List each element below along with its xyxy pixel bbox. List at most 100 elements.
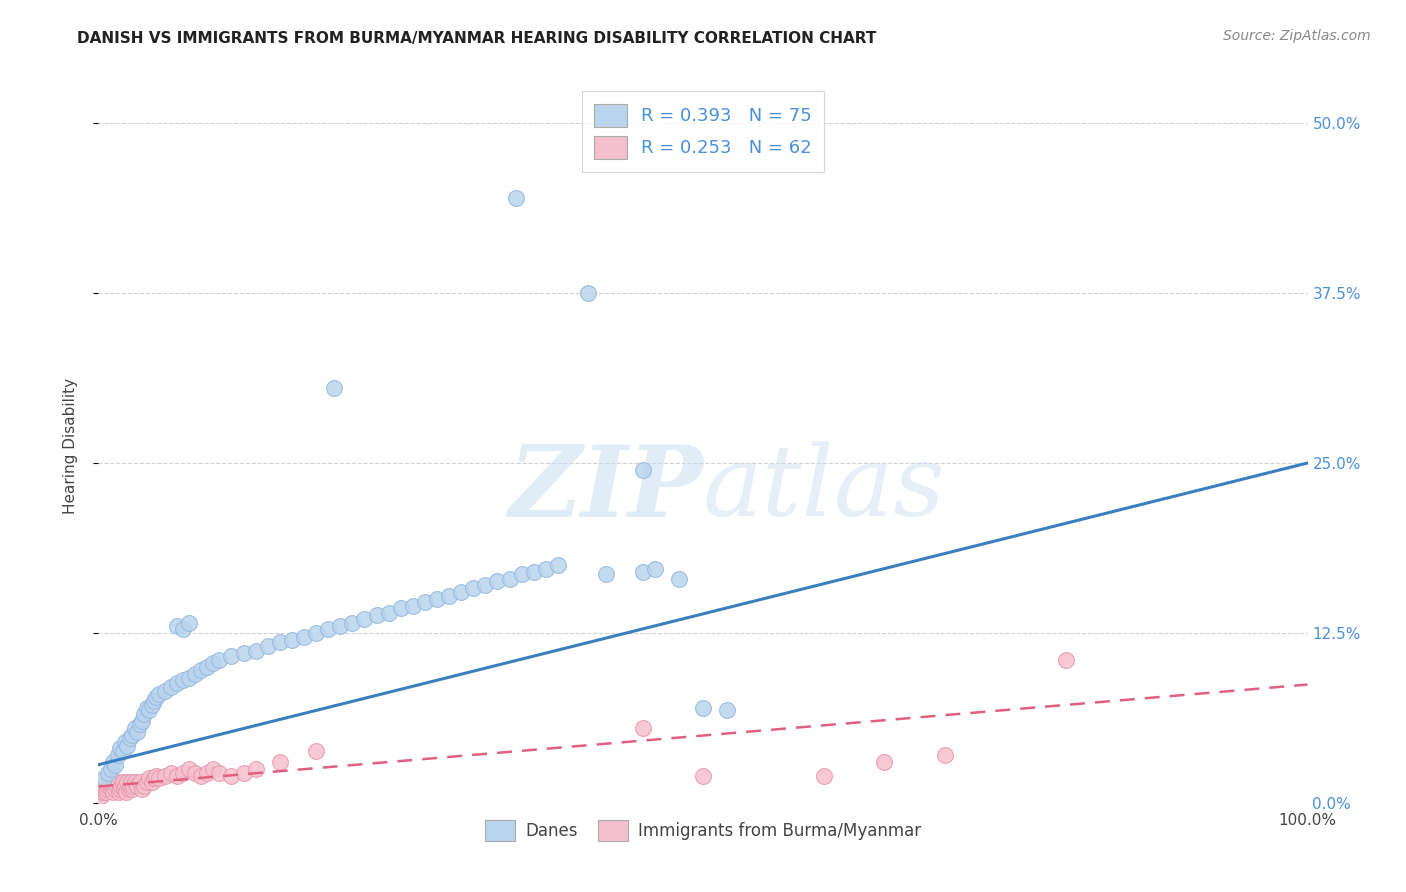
Point [342, 616, 364, 631]
Point [100, 762, 122, 776]
Point [692, 769, 714, 783]
Point [631, 565, 654, 579]
Point [94, 785, 117, 799]
Point [145, 769, 167, 783]
Point [103, 775, 125, 789]
Point [316, 622, 339, 636]
Point [127, 725, 149, 739]
Point [134, 780, 156, 794]
Point [232, 646, 254, 660]
Point [120, 775, 142, 789]
Point [631, 721, 654, 735]
Point [166, 619, 188, 633]
Point [108, 741, 131, 756]
Point [124, 775, 146, 789]
Point [523, 565, 546, 579]
Point [141, 698, 163, 712]
Point [131, 714, 153, 729]
Point [145, 690, 167, 704]
Point [195, 765, 218, 780]
Text: Source: ZipAtlas.com: Source: ZipAtlas.com [1223, 29, 1371, 43]
Point [190, 663, 212, 677]
Point [576, 286, 599, 301]
Point [138, 772, 160, 786]
Point [221, 769, 243, 783]
Point [208, 653, 231, 667]
Point [108, 782, 131, 797]
Point [184, 765, 207, 780]
Point [128, 717, 150, 731]
Point [179, 671, 201, 685]
Point [692, 700, 714, 714]
Point [98, 775, 121, 789]
Point [124, 721, 146, 735]
Point [93, 780, 115, 794]
Point [305, 626, 328, 640]
Legend: Danes, Immigrants from Burma/Myanmar: Danes, Immigrants from Burma/Myanmar [478, 814, 928, 848]
Point [100, 782, 122, 797]
Point [269, 635, 291, 649]
Point [143, 772, 166, 786]
Point [245, 762, 267, 776]
Point [195, 660, 218, 674]
Point [138, 703, 160, 717]
Point [104, 757, 127, 772]
Point [134, 707, 156, 722]
Point [644, 562, 666, 576]
Point [366, 608, 388, 623]
Point [111, 744, 134, 758]
Point [114, 734, 136, 748]
Point [377, 606, 399, 620]
Y-axis label: Hearing Disability: Hearing Disability [63, 378, 77, 514]
Point [131, 782, 153, 797]
Point [118, 780, 141, 794]
Point [97, 780, 120, 794]
Point [160, 680, 183, 694]
Point [141, 775, 163, 789]
Point [96, 782, 118, 797]
Point [166, 676, 188, 690]
Point [510, 567, 533, 582]
Point [463, 581, 485, 595]
Point [202, 656, 225, 670]
Text: DANISH VS IMMIGRANTS FROM BURMA/MYANMAR HEARING DISABILITY CORRELATION CHART: DANISH VS IMMIGRANTS FROM BURMA/MYANMAR … [77, 31, 877, 46]
Point [135, 775, 157, 789]
Point [534, 562, 557, 576]
Point [221, 648, 243, 663]
Point [93, 772, 115, 786]
Point [179, 762, 201, 776]
Point [323, 381, 346, 395]
Point [114, 780, 136, 794]
Point [716, 703, 738, 717]
Point [631, 463, 654, 477]
Point [329, 619, 352, 633]
Point [232, 765, 254, 780]
Point [179, 616, 201, 631]
Point [172, 673, 194, 688]
Point [934, 748, 956, 763]
Point [202, 762, 225, 776]
Point [117, 739, 139, 753]
Point [117, 775, 139, 789]
Point [148, 772, 170, 786]
Point [208, 765, 231, 780]
Point [547, 558, 569, 572]
Point [105, 780, 128, 794]
Point [121, 728, 143, 742]
Point [505, 191, 527, 205]
Point [111, 775, 134, 789]
Point [153, 769, 176, 783]
Point [153, 684, 176, 698]
Point [112, 782, 135, 797]
Point [101, 755, 124, 769]
Point [166, 769, 188, 783]
Point [190, 769, 212, 783]
Point [128, 775, 150, 789]
Point [107, 775, 129, 789]
Point [121, 782, 143, 797]
Point [413, 594, 436, 608]
Point [115, 785, 138, 799]
Text: ZIP: ZIP [508, 441, 703, 537]
Point [281, 632, 304, 647]
Point [118, 782, 141, 797]
